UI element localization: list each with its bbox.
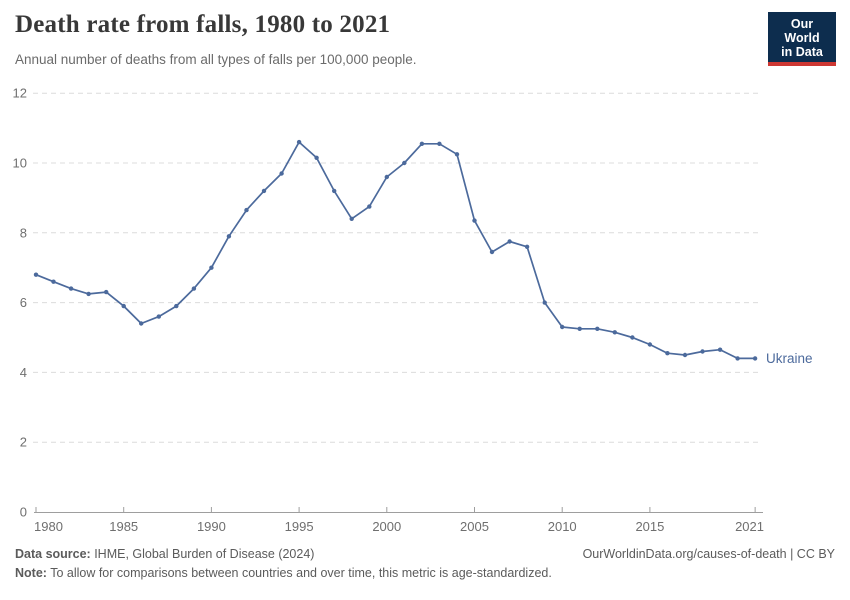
data-point-2002 [419,141,425,146]
x-axis-label-2005: 2005 [460,519,489,534]
data-point-1987 [156,314,161,319]
data-point-1989 [191,286,197,291]
data-point-2006 [489,249,495,255]
owid-logo-line1: Our World [784,17,820,45]
y-axis-label-4: 4 [20,365,27,380]
data-point-2008 [524,244,530,249]
x-axis-label-1985: 1985 [109,519,138,534]
y-axis-label-12: 12 [13,86,27,101]
data-point-2012 [595,326,600,331]
x-axis-label-2015: 2015 [635,519,664,534]
data-point-2011 [577,326,582,331]
data-point-2010 [560,324,565,330]
data-point-2004 [454,152,460,157]
data-point-2001 [402,160,407,166]
data-point-2003 [437,141,442,146]
data-point-1996 [314,155,319,160]
data-source-label: Data source: [15,547,91,561]
data-point-1992 [244,207,249,213]
data-point-2017 [682,352,688,358]
data-point-1993 [261,188,267,194]
data-point-1995 [296,139,302,145]
data-point-2005 [472,218,477,223]
data-point-1983 [86,291,91,297]
ukraine-line-series[interactable] [35,141,756,360]
x-axis-label-1990: 1990 [197,519,226,534]
data-point-2009 [542,300,547,305]
x-axis-label-2010: 2010 [548,519,577,534]
data-point-2020 [735,356,740,361]
data-point-1999 [367,204,372,209]
data-point-2018 [700,349,705,354]
x-axis-label-2000: 2000 [372,519,401,534]
data-point-2007 [507,239,512,244]
series-label-ukraine[interactable]: Ukraine [766,351,813,366]
data-point-2021 [752,356,758,361]
data-point-2019 [717,347,723,352]
x-axis-label-1995: 1995 [285,519,314,534]
note-text: To allow for comparisons between countri… [46,566,552,580]
data-point-1984 [104,289,109,295]
data-point-1981 [51,279,56,284]
data-source-text: IHME, Global Burden of Disease (2024) [90,547,315,561]
data-point-1982 [68,286,74,291]
y-axis-label-10: 10 [13,156,27,171]
note-label: Note: [15,566,47,580]
data-point-2000 [384,174,389,180]
data-point-1988 [174,303,179,309]
data-point-2013 [612,330,617,335]
data-point-1980 [33,272,39,277]
data-point-markers [33,139,758,361]
owid-logo[interactable]: Our World in Data [768,12,836,66]
data-source-line: Data source: IHME, Global Burden of Dise… [15,545,314,564]
x-axis-label-1980: 1980 [34,519,63,534]
data-point-1998 [349,216,354,221]
chart-subtitle: Annual number of deaths from all types o… [15,52,417,67]
data-point-2014 [630,335,635,340]
data-point-1997 [332,188,337,194]
note-line: Note: To allow for comparisons between c… [15,564,835,583]
y-axis-label-8: 8 [20,225,27,240]
attribution-link[interactable]: OurWorldinData.org/causes-of-death | CC … [582,547,835,561]
data-point-1986 [139,321,144,326]
data-point-1991 [226,234,232,239]
data-point-1994 [279,171,284,176]
chart-footer: Data source: IHME, Global Burden of Dise… [15,545,835,583]
data-point-2015 [647,342,653,347]
data-point-1985 [121,303,126,309]
y-axis-label-6: 6 [20,295,27,310]
data-point-1990 [209,265,214,270]
data-point-2016 [665,351,670,356]
y-axis-label-0: 0 [20,505,27,520]
owid-logo-line2: in Data [781,45,823,59]
x-axis-label-2021: 2021 [735,519,764,534]
chart-title: Death rate from falls, 1980 to 2021 [15,11,391,38]
y-axis-label-2: 2 [20,435,27,450]
